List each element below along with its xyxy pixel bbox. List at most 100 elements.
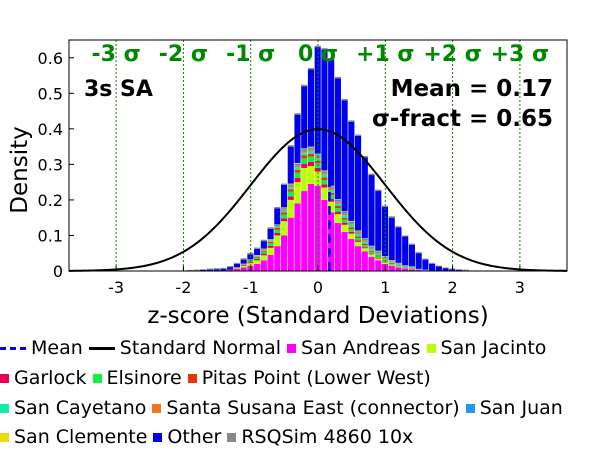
bar-elsinore bbox=[388, 263, 395, 265]
panel-label: 3s SA bbox=[84, 77, 153, 102]
bar-other bbox=[254, 248, 261, 256]
bar-elsinore bbox=[375, 256, 382, 258]
bar-other bbox=[355, 135, 362, 231]
bar-other bbox=[375, 191, 382, 251]
bar-rsqsim-4860-10x bbox=[355, 134, 362, 136]
bar-san-juan bbox=[287, 184, 294, 186]
bar-pitas-point-lower-west bbox=[334, 205, 341, 209]
bar-rsqsim-4860-10x bbox=[321, 48, 328, 50]
bar-san-andreas bbox=[274, 246, 281, 271]
bar-pitas-point-lower-west bbox=[280, 212, 288, 215]
legend-item-standard-normal: Standard Normal bbox=[88, 337, 281, 359]
bar-garlock bbox=[307, 161, 315, 167]
sigma-label: -2 σ bbox=[159, 42, 208, 67]
bar-san-jacinto bbox=[341, 224, 348, 232]
bar-pitas-point-lower-west bbox=[274, 228, 281, 230]
bar-santa-susana-east-connector bbox=[355, 232, 362, 235]
bar-san-juan bbox=[334, 199, 341, 202]
bar-garlock bbox=[280, 218, 288, 222]
bar-san-jacinto bbox=[294, 182, 301, 204]
bar-san-cayetano bbox=[280, 210, 288, 213]
bar-san-cayetano bbox=[395, 264, 402, 266]
bar-elsinore bbox=[395, 266, 402, 267]
bar-garlock bbox=[328, 198, 335, 202]
bar-san-juan bbox=[294, 163, 301, 166]
bar-san-jacinto bbox=[321, 187, 328, 200]
bar-other bbox=[442, 268, 449, 271]
bar-other bbox=[368, 175, 375, 246]
bar-pitas-point-lower-west bbox=[341, 217, 348, 220]
bar-other bbox=[422, 259, 429, 270]
bar-rsqsim-4860-10x bbox=[435, 265, 442, 267]
legend-item-san-clemente: San Clemente bbox=[0, 426, 147, 448]
bar-san-andreas bbox=[294, 203, 301, 271]
bar-san-jacinto bbox=[314, 171, 321, 186]
bar-other bbox=[348, 121, 355, 221]
bar-rsqsim-4860-10x bbox=[334, 76, 341, 79]
bar-rsqsim-4860-10x bbox=[381, 205, 389, 208]
bar-other bbox=[435, 266, 442, 271]
bar-san-cayetano bbox=[274, 226, 281, 228]
legend-label: RSQSim 4860 10x bbox=[241, 426, 414, 448]
bar-san-cayetano bbox=[267, 240, 274, 242]
legend-label: San Juan bbox=[479, 397, 563, 419]
bar-san-clemente bbox=[280, 207, 288, 209]
bar-san-cayetano bbox=[307, 150, 315, 154]
bar-san-jacinto bbox=[361, 248, 368, 252]
sigma-label: +2 σ bbox=[423, 42, 482, 67]
legend-row: San Cayetano Santa Susana East (connector… bbox=[0, 395, 569, 421]
bar-san-jacinto bbox=[280, 221, 288, 236]
bar-rsqsim-4860-10x bbox=[395, 226, 402, 228]
bar-san-clemente bbox=[294, 162, 301, 164]
bar-san-cayetano bbox=[348, 224, 355, 228]
bar-rsqsim-4860-10x bbox=[408, 243, 415, 245]
bar-other bbox=[240, 259, 247, 264]
legend-marker bbox=[0, 432, 9, 442]
legend-item-garlock: Garlock bbox=[0, 367, 87, 389]
bar-other bbox=[307, 69, 315, 147]
bar-pitas-point-lower-west bbox=[287, 189, 294, 192]
bar-rsqsim-4860-10x bbox=[422, 258, 429, 260]
bar-santa-susana-east-connector bbox=[294, 165, 301, 168]
bar-pitas-point-lower-west bbox=[260, 250, 267, 252]
y-tick-label: 0.5 bbox=[38, 84, 63, 103]
bar-garlock bbox=[341, 222, 348, 225]
bar-other bbox=[395, 227, 402, 263]
y-axis-label: Density bbox=[7, 126, 33, 213]
bar-santa-susana-east-connector bbox=[388, 261, 395, 262]
bar-san-cayetano bbox=[361, 241, 368, 244]
bar-other bbox=[280, 185, 288, 208]
legend-label: Santa Susana East (connector) bbox=[166, 397, 460, 419]
bar-san-andreas bbox=[287, 217, 294, 271]
bar-other bbox=[267, 228, 274, 240]
bar-santa-susana-east-connector bbox=[361, 240, 368, 242]
bar-san-jacinto bbox=[233, 268, 241, 269]
bar-san-juan bbox=[375, 251, 382, 253]
bar-garlock bbox=[348, 231, 355, 234]
x-tick-label: 3 bbox=[515, 278, 525, 297]
bar-san-jacinto bbox=[381, 262, 389, 264]
bar-garlock bbox=[375, 257, 382, 259]
legend-item-mean: Mean bbox=[0, 337, 83, 359]
bar-rsqsim-4860-10x bbox=[328, 58, 335, 60]
bar-garlock bbox=[267, 245, 274, 248]
bar-san-cayetano bbox=[341, 215, 348, 218]
legend-item-san-cayetano: San Cayetano bbox=[0, 397, 146, 419]
bar-san-juan bbox=[321, 171, 328, 173]
legend-item-santa-susana-east-connector: Santa Susana East (connector) bbox=[152, 397, 460, 419]
sigma-label: +1 σ bbox=[356, 42, 415, 67]
bar-other bbox=[341, 100, 348, 212]
bar-san-clemente bbox=[361, 238, 368, 240]
bar-rsqsim-4860-10x bbox=[402, 235, 409, 237]
bar-elsinore bbox=[341, 219, 348, 223]
bar-rsqsim-4860-10x bbox=[294, 113, 301, 115]
bar-san-jacinto bbox=[328, 201, 335, 213]
bar-santa-susana-east-connector bbox=[307, 148, 315, 151]
bar-san-juan bbox=[361, 239, 368, 241]
bar-rsqsim-4860-10x bbox=[341, 98, 348, 101]
bar-rsqsim-4860-10x bbox=[375, 189, 382, 192]
bar-pitas-point-lower-west bbox=[294, 169, 301, 173]
bar-elsinore bbox=[287, 191, 294, 197]
bar-pitas-point-lower-west bbox=[254, 256, 261, 258]
bar-san-clemente bbox=[287, 183, 294, 185]
